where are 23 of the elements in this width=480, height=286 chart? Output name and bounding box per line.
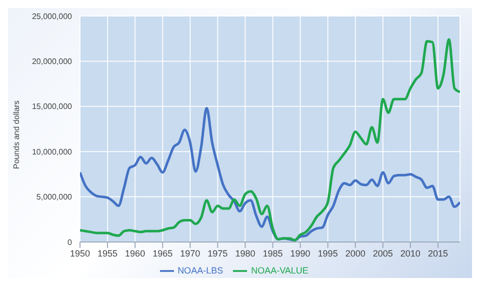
x-tick-label: 1975: [208, 248, 228, 258]
legend-label: NOAA-VALUE: [251, 265, 308, 276]
y-tick-label: 0: [68, 238, 73, 247]
x-tick-label: 1970: [180, 248, 200, 258]
x-tick-label: 1995: [318, 248, 338, 258]
x-tick-label: 1980: [235, 248, 256, 258]
x-tick-label: 1985: [262, 248, 283, 258]
x-tick-label: 2015: [428, 248, 448, 258]
x-tick-label: 1990: [290, 248, 310, 258]
y-tick-label: 25,000,000: [32, 12, 73, 21]
y-tick-label: 10,000,000: [32, 147, 73, 156]
y-tick-label: 5,000,000: [36, 192, 73, 202]
y-tick-label: 15,000,000: [32, 102, 73, 112]
y-axis-title: Pounds and dollars: [12, 100, 21, 169]
x-tick-label: 1955: [98, 248, 118, 258]
x-tick-label: 1960: [125, 248, 146, 258]
x-tick-label: 2010: [400, 248, 420, 258]
x-tick-label: 1965: [152, 248, 173, 258]
x-tick-label: 1950: [70, 248, 90, 258]
x-tick-label: 2000: [345, 248, 366, 258]
legend-label: NOAA-LBS: [178, 265, 224, 276]
y-tick-label: 20,000,000: [32, 57, 73, 66]
x-tick-label: 2005: [372, 248, 393, 258]
